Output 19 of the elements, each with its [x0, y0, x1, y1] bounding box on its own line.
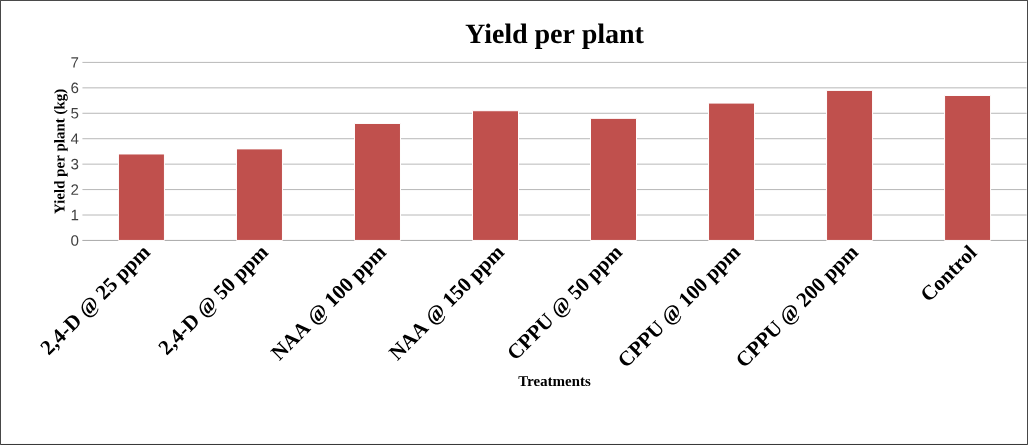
bar	[117, 153, 165, 242]
bar	[353, 123, 401, 242]
y-tick-label: 6	[71, 82, 79, 94]
x-axis-title: Treatments	[518, 376, 591, 387]
y-axis-title: Yield per plant (kg)	[54, 89, 68, 214]
y-tick-label: 7	[71, 57, 79, 68]
chart-title: Yield per plant	[465, 23, 644, 49]
bar	[472, 110, 519, 242]
bar	[708, 102, 756, 242]
y-tick-label: 4	[70, 133, 79, 144]
y-tick-label: 0	[71, 235, 79, 246]
bar	[590, 117, 638, 242]
y-tick-label: 1	[71, 209, 79, 221]
bar	[235, 148, 283, 242]
y-tick-label: 3	[71, 158, 79, 170]
y-tick-label: 5	[71, 108, 79, 119]
bar	[944, 95, 992, 242]
y-tick-label: 2	[71, 184, 79, 195]
bar	[826, 89, 874, 242]
